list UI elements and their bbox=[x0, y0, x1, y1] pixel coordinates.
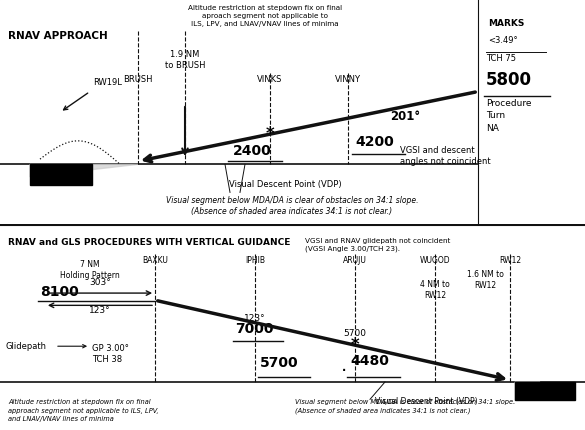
Text: 5800: 5800 bbox=[486, 71, 532, 89]
Text: VINKS: VINKS bbox=[257, 75, 283, 84]
Text: Visual segment below MDA/DA is clear of obstacles on 34:1 slope.
(Absence of sha: Visual segment below MDA/DA is clear of … bbox=[295, 399, 515, 414]
Bar bbox=[515, 382, 575, 400]
Polygon shape bbox=[515, 382, 540, 400]
Text: 123°: 123° bbox=[244, 313, 266, 322]
Text: 1.9 NM
to BRUSH: 1.9 NM to BRUSH bbox=[165, 50, 205, 70]
Text: 7000: 7000 bbox=[235, 322, 274, 336]
Text: .: . bbox=[340, 356, 347, 375]
Bar bbox=[30, 164, 92, 185]
Text: 303°: 303° bbox=[89, 278, 111, 287]
Text: WUGOD: WUGOD bbox=[419, 256, 450, 265]
Text: VGSI and descent
angles not coincident: VGSI and descent angles not coincident bbox=[400, 146, 491, 166]
Text: Glidepath: Glidepath bbox=[5, 342, 46, 351]
Text: 4 NM to
RW12: 4 NM to RW12 bbox=[420, 280, 450, 300]
Text: Visual Descent Point (VDP): Visual Descent Point (VDP) bbox=[375, 397, 477, 406]
Text: 1.6 NM to
RW12: 1.6 NM to RW12 bbox=[467, 270, 504, 290]
Text: *: * bbox=[350, 336, 359, 354]
Text: BAXKU: BAXKU bbox=[142, 256, 168, 265]
Text: 4480: 4480 bbox=[350, 354, 389, 369]
Text: RNAV APPROACH: RNAV APPROACH bbox=[8, 31, 108, 41]
Text: IPHIB: IPHIB bbox=[245, 256, 265, 265]
Text: 5700: 5700 bbox=[343, 329, 366, 338]
Text: RW12: RW12 bbox=[499, 256, 521, 265]
Text: RNAV and GLS PROCEDURES WITH VERTICAL GUIDANCE: RNAV and GLS PROCEDURES WITH VERTICAL GU… bbox=[8, 238, 290, 247]
Text: <3.49°: <3.49° bbox=[488, 37, 518, 46]
Text: 4200: 4200 bbox=[355, 135, 394, 149]
Text: *: * bbox=[266, 125, 274, 143]
Text: Visual Descent Point (VDP): Visual Descent Point (VDP) bbox=[229, 180, 341, 189]
Text: 201°: 201° bbox=[390, 110, 420, 123]
Text: 5700: 5700 bbox=[260, 356, 298, 370]
Text: 2400: 2400 bbox=[233, 144, 271, 157]
Text: TCH 75: TCH 75 bbox=[486, 54, 516, 63]
Polygon shape bbox=[30, 164, 138, 177]
Text: GP 3.00°
TCH 38: GP 3.00° TCH 38 bbox=[92, 344, 129, 364]
Text: 123°: 123° bbox=[89, 306, 111, 315]
Text: Altitude restriction at stepdown fix on final
aproach segment not applicable to
: Altitude restriction at stepdown fix on … bbox=[188, 5, 342, 27]
Text: Altitude restriction at stepdown fix on final
approach segment not applicable to: Altitude restriction at stepdown fix on … bbox=[8, 399, 159, 421]
Text: RW19L: RW19L bbox=[93, 78, 122, 87]
Text: MARKS: MARKS bbox=[488, 19, 524, 28]
Text: 8100: 8100 bbox=[40, 285, 79, 299]
Text: VGSI and RNAV glidepath not coincident
(VGSI Angle 3.00/TCH 23).: VGSI and RNAV glidepath not coincident (… bbox=[305, 238, 450, 252]
Text: Procedure
Turn
NA: Procedure Turn NA bbox=[486, 99, 532, 133]
Text: Visual segment below MDA/DA is clear of obstacles on 34:1 slope.
(Absence of sha: Visual segment below MDA/DA is clear of … bbox=[166, 196, 418, 216]
Text: 7 NM
Holding Pattern: 7 NM Holding Pattern bbox=[60, 261, 120, 280]
Text: ARUJU: ARUJU bbox=[343, 256, 367, 265]
Text: BRUSH: BRUSH bbox=[123, 75, 153, 84]
Text: VINNY: VINNY bbox=[335, 75, 361, 84]
